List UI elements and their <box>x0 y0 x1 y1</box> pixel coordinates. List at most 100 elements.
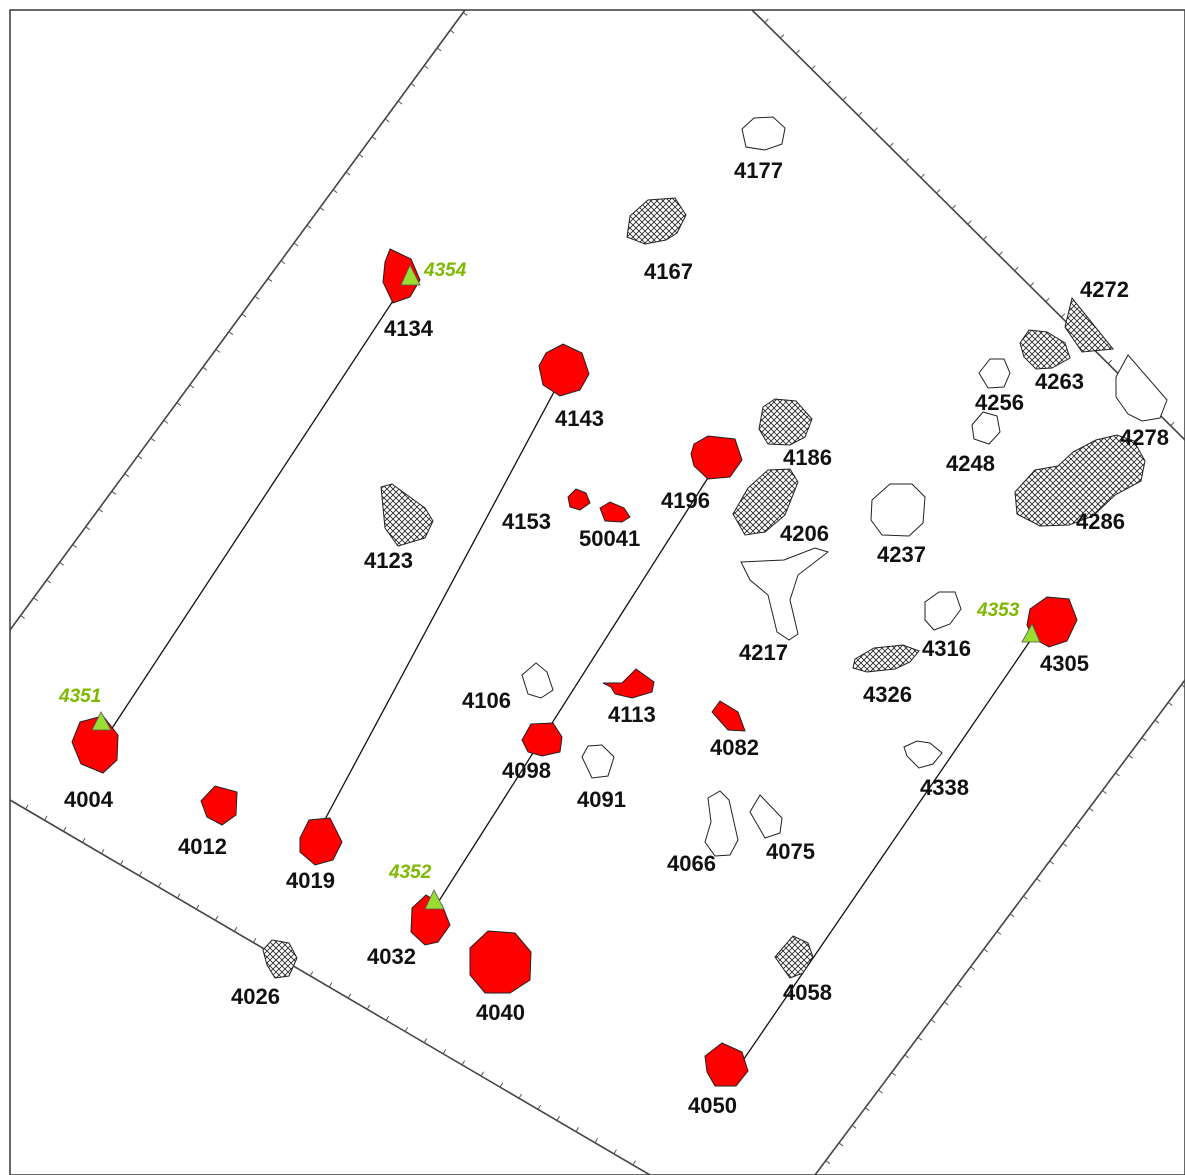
boundary-tick <box>157 882 162 888</box>
boundary-tick <box>944 1001 949 1006</box>
boundary-tick <box>72 544 78 548</box>
boundary-tick <box>20 615 25 619</box>
boundary-tick <box>461 1060 466 1066</box>
feature-4106[interactable] <box>521 662 554 699</box>
features <box>71 116 1168 1087</box>
boundary-tick <box>1045 297 1050 303</box>
feature-4040[interactable] <box>469 930 532 994</box>
boundary-tick <box>851 1124 857 1129</box>
feature-4177[interactable] <box>741 116 786 151</box>
feature-label-4153: 4153 <box>502 509 551 534</box>
feature-4237[interactable] <box>870 483 926 537</box>
boundary-tick <box>410 82 416 87</box>
feature-4098[interactable] <box>521 722 563 757</box>
feature-label-4338: 4338 <box>920 775 969 800</box>
site-boundary <box>9 9 1185 1175</box>
boundary-tick <box>951 204 956 210</box>
boundary-tick <box>233 926 238 932</box>
feature-4019[interactable] <box>299 817 343 866</box>
boundary-tick <box>59 561 65 566</box>
boundary-tick <box>1062 842 1068 847</box>
feature-4326[interactable] <box>852 644 920 673</box>
marker-4353-triangle[interactable] <box>1021 623 1041 643</box>
boundary-tick <box>176 402 182 407</box>
feature-4113[interactable] <box>602 668 655 699</box>
feature-label-4305: 4305 <box>1040 651 1089 676</box>
boundary-tick <box>124 473 130 477</box>
boundary-tick <box>25 804 29 810</box>
boundary-tick <box>575 1127 579 1132</box>
marker-4352-triangle[interactable] <box>424 889 445 910</box>
feature-label-4256: 4256 <box>975 390 1024 415</box>
boundary-tick <box>385 1015 390 1021</box>
boundary-tick <box>254 295 260 300</box>
feature-4143[interactable] <box>538 343 590 397</box>
feature-4286[interactable] <box>1014 434 1146 527</box>
boundary-tick <box>1049 860 1054 865</box>
feature-4278[interactable] <box>1115 354 1168 422</box>
boundary-tick <box>499 1082 504 1088</box>
boundary-tick <box>150 437 156 442</box>
boundary-tick <box>825 1160 831 1164</box>
boundary-tick <box>332 189 338 194</box>
boundary-tick <box>195 904 200 910</box>
feature-50041[interactable] <box>599 501 631 523</box>
boundary-tick <box>826 80 832 86</box>
feature-4058[interactable] <box>774 935 814 979</box>
feature-4012[interactable] <box>200 785 238 826</box>
boundary-tick <box>137 455 143 460</box>
feature-label-4167: 4167 <box>644 259 693 284</box>
feature-4167[interactable] <box>626 197 687 245</box>
feature-4338[interactable] <box>903 740 943 769</box>
boundary-tick <box>795 49 800 55</box>
feature-label-4237: 4237 <box>877 542 926 567</box>
connection-line <box>314 376 563 839</box>
feature-label-4019: 4019 <box>286 868 335 893</box>
feature-4082[interactable] <box>711 700 746 732</box>
feature-4196[interactable] <box>690 435 743 480</box>
boundary-tick <box>33 597 38 602</box>
feature-label-4143: 4143 <box>555 406 604 431</box>
boundary-tick <box>920 173 925 179</box>
feature-4248[interactable] <box>971 411 1001 445</box>
boundary-tick <box>1088 807 1094 812</box>
feature-4263[interactable] <box>1019 329 1071 370</box>
feature-4050[interactable] <box>704 1042 749 1087</box>
feature-label-4186: 4186 <box>783 445 832 470</box>
feature-4186[interactable] <box>758 398 813 446</box>
feature-4316[interactable] <box>924 591 962 631</box>
feature-4091[interactable] <box>581 744 615 779</box>
feature-4206[interactable] <box>732 468 799 536</box>
boundary-tick <box>1167 702 1173 706</box>
boundary-tick <box>864 1107 870 1112</box>
feature-label-4316: 4316 <box>922 636 971 661</box>
boundary-tick <box>138 871 143 877</box>
feature-4272[interactable] <box>1064 296 1114 353</box>
boundary-tick <box>442 1049 447 1055</box>
boundary-tick <box>982 235 988 241</box>
feature-4066[interactable] <box>704 790 739 857</box>
marker-4351-triangle[interactable] <box>91 711 112 731</box>
boundary-tick <box>252 937 257 943</box>
feature-4153[interactable] <box>567 488 591 511</box>
marker-4354-triangle[interactable] <box>400 264 421 286</box>
boundary-tick <box>917 1036 923 1041</box>
feature-4123[interactable] <box>380 483 434 547</box>
boundary-tick <box>970 966 975 971</box>
boundary-tick <box>1009 913 1015 918</box>
boundary-tick <box>371 136 377 140</box>
feature-4256[interactable] <box>978 358 1011 389</box>
feature-label-4272: 4272 <box>1080 277 1129 302</box>
feature-label-4206: 4206 <box>780 521 829 546</box>
feature-4026[interactable] <box>262 939 298 979</box>
feature-4075[interactable] <box>749 794 783 839</box>
feature-4217[interactable] <box>740 547 830 641</box>
boundary-tick <box>1115 772 1120 777</box>
feature-4134[interactable] <box>382 248 421 304</box>
feature-label-4177: 4177 <box>734 158 783 183</box>
boundary-tick <box>111 490 117 495</box>
boundary-tick <box>1141 737 1147 742</box>
boundary-tick <box>436 47 442 52</box>
feature-label-4134: 4134 <box>384 316 434 341</box>
